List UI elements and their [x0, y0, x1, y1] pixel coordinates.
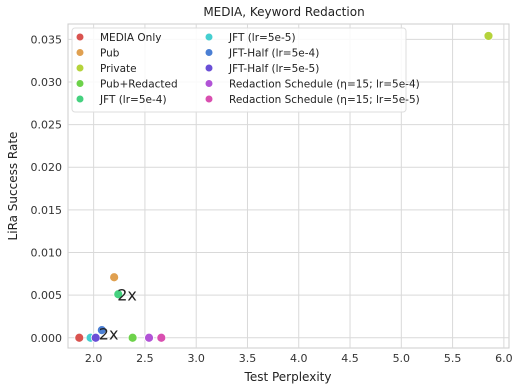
x-axis-ticks: 2.0 2.5 3.0 3.5 4.0 4.5 5.0 5.5 6.0 — [85, 352, 512, 365]
legend-label: MEDIA Only — [100, 32, 161, 44]
x-tick-label: 5.5 — [444, 352, 462, 365]
x-tick-label: 2.5 — [136, 352, 154, 365]
legend-marker — [205, 80, 213, 87]
legend-marker — [76, 33, 84, 41]
legend-box — [71, 27, 407, 113]
x-tick-label: 3.0 — [187, 352, 205, 365]
data-point — [113, 289, 124, 300]
data-point — [90, 332, 101, 343]
legend-label: Pub+Redacted — [100, 79, 178, 91]
y-tick-label: 0.005 — [31, 289, 63, 302]
annotations: 2x 2x — [99, 285, 137, 343]
legend-marker — [76, 49, 84, 56]
legend-marker — [76, 64, 84, 72]
legend-label: JFT (lr=5e-4) — [99, 94, 167, 106]
chart-title: MEDIA, Keyword Redaction — [203, 5, 364, 19]
data-point — [109, 272, 120, 283]
legend-marker — [205, 33, 213, 41]
y-tick-label: 0.010 — [31, 247, 63, 260]
legend-label: Private — [100, 63, 137, 75]
x-tick-label: 3.5 — [239, 352, 257, 365]
data-point — [156, 332, 167, 343]
legend-marker — [76, 95, 84, 103]
x-axis-label: Test Perplexity — [244, 370, 332, 384]
y-axis-ticks: 0.000 0.005 0.010 0.015 0.020 0.025 0.030 0.035 — [31, 33, 63, 344]
legend-marker — [76, 80, 84, 87]
annotation-label: 2x — [99, 325, 119, 344]
legend-label: Redaction Schedule (η=15; lr=5e-4) — [229, 79, 420, 91]
data-point — [127, 332, 138, 343]
y-tick-label: 0.020 — [31, 161, 63, 174]
y-tick-label: 0.030 — [31, 76, 63, 89]
x-tick-label: 5.0 — [393, 352, 411, 365]
x-tick-label: 2.0 — [85, 352, 103, 365]
x-tick-label: 6.0 — [495, 352, 512, 365]
data-points — [74, 31, 494, 343]
legend-label: JFT (lr=5e-5) — [228, 32, 296, 44]
legend-marker — [205, 64, 213, 72]
y-tick-label: 0.000 — [31, 332, 63, 345]
data-point — [483, 31, 494, 41]
y-axis-label: LiRa Success Rate — [6, 132, 20, 241]
y-tick-label: 0.025 — [31, 119, 63, 132]
legend-label: Pub — [100, 48, 120, 60]
annotation-label: 2x — [117, 285, 137, 304]
legend-marker — [205, 49, 213, 56]
data-point — [74, 332, 85, 343]
legend-marker — [205, 95, 213, 103]
data-point — [96, 325, 107, 335]
legend: MEDIA Only Pub Private Pub+Redacted JFT (lr=… — [71, 27, 420, 113]
legend-label: JFT-Half (lr=5e-4) — [228, 48, 319, 60]
grid — [68, 24, 509, 348]
x-tick-label: 4.5 — [341, 352, 359, 365]
legend-label: Redaction Schedule (η=15; lr=5e-5) — [229, 94, 420, 106]
y-tick-label: 0.015 — [31, 204, 63, 217]
data-point — [144, 332, 154, 343]
x-tick-label: 4.0 — [290, 352, 308, 365]
y-tick-label: 0.035 — [31, 33, 63, 46]
legend-label: JFT-Half (lr=5e-5) — [228, 63, 319, 75]
